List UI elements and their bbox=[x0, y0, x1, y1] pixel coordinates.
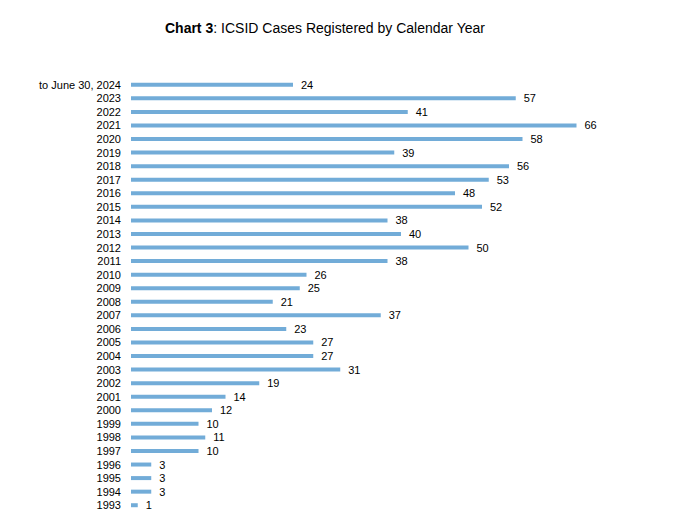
svg-text:11: 11 bbox=[213, 431, 224, 443]
svg-text:48: 48 bbox=[463, 187, 475, 199]
svg-text:57: 57 bbox=[524, 92, 536, 104]
svg-text:24: 24 bbox=[301, 79, 313, 91]
svg-text:2004: 2004 bbox=[97, 350, 121, 362]
svg-text:1997: 1997 bbox=[97, 445, 121, 457]
svg-text:2013: 2013 bbox=[97, 228, 121, 240]
svg-text:1999: 1999 bbox=[97, 418, 121, 430]
svg-text:10: 10 bbox=[207, 445, 219, 457]
svg-text:2016: 2016 bbox=[97, 187, 121, 199]
svg-text:52: 52 bbox=[490, 201, 502, 213]
svg-text:58: 58 bbox=[531, 133, 543, 145]
svg-text:2002: 2002 bbox=[97, 377, 121, 389]
svg-text:1: 1 bbox=[146, 499, 152, 511]
svg-text:2023: 2023 bbox=[97, 92, 121, 104]
svg-text:40: 40 bbox=[409, 228, 421, 240]
svg-text:2018: 2018 bbox=[97, 160, 121, 172]
svg-text:2007: 2007 bbox=[97, 309, 121, 321]
svg-text:56: 56 bbox=[517, 160, 529, 172]
svg-text:12: 12 bbox=[220, 404, 232, 416]
svg-text:2021: 2021 bbox=[97, 119, 121, 131]
svg-text:3: 3 bbox=[159, 472, 165, 484]
svg-text:39: 39 bbox=[402, 147, 414, 159]
svg-text:38: 38 bbox=[396, 214, 408, 226]
svg-text:2019: 2019 bbox=[97, 147, 121, 159]
svg-text:3: 3 bbox=[159, 486, 165, 498]
svg-text:27: 27 bbox=[321, 336, 333, 348]
svg-text:37: 37 bbox=[389, 309, 401, 321]
svg-text:10: 10 bbox=[207, 418, 219, 430]
svg-text:3: 3 bbox=[159, 459, 165, 471]
svg-text:2011: 2011 bbox=[97, 255, 121, 267]
svg-text:: ICSID Cases Registered by Ca: : ICSID Cases Registered by Calendar Yea… bbox=[213, 20, 485, 36]
svg-text:2005: 2005 bbox=[97, 336, 121, 348]
svg-text:27: 27 bbox=[321, 350, 333, 362]
svg-text:1996: 1996 bbox=[97, 459, 121, 471]
svg-text:2009: 2009 bbox=[97, 282, 121, 294]
svg-text:41: 41 bbox=[416, 106, 428, 118]
svg-text:2020: 2020 bbox=[97, 133, 121, 145]
svg-text:66: 66 bbox=[585, 119, 597, 131]
svg-text:38: 38 bbox=[396, 255, 408, 267]
svg-text:2022: 2022 bbox=[97, 106, 121, 118]
svg-text:50: 50 bbox=[477, 242, 489, 254]
svg-text:2000: 2000 bbox=[97, 404, 121, 416]
svg-text:2010: 2010 bbox=[97, 269, 121, 281]
svg-text:1993: 1993 bbox=[97, 499, 121, 511]
svg-text:2006: 2006 bbox=[97, 323, 121, 335]
svg-text:2003: 2003 bbox=[97, 364, 121, 376]
svg-text:2017: 2017 bbox=[97, 174, 121, 186]
svg-text:25: 25 bbox=[308, 282, 320, 294]
svg-text:19: 19 bbox=[267, 377, 279, 389]
svg-text:1998: 1998 bbox=[97, 431, 121, 443]
svg-text:14: 14 bbox=[234, 391, 246, 403]
svg-text:31: 31 bbox=[348, 364, 360, 376]
svg-text:2001: 2001 bbox=[97, 391, 121, 403]
svg-text:to June 30, 2024: to June 30, 2024 bbox=[39, 79, 121, 91]
svg-text:2014: 2014 bbox=[97, 214, 121, 226]
svg-text:53: 53 bbox=[497, 174, 509, 186]
svg-text:2008: 2008 bbox=[97, 296, 121, 308]
svg-text:2012: 2012 bbox=[97, 242, 121, 254]
svg-text:Chart 3: Chart 3 bbox=[165, 20, 213, 36]
svg-text:21: 21 bbox=[281, 296, 293, 308]
svg-text:23: 23 bbox=[294, 323, 306, 335]
svg-text:26: 26 bbox=[315, 269, 327, 281]
svg-text:1994: 1994 bbox=[97, 486, 121, 498]
svg-text:1995: 1995 bbox=[97, 472, 121, 484]
svg-text:2015: 2015 bbox=[97, 201, 121, 213]
